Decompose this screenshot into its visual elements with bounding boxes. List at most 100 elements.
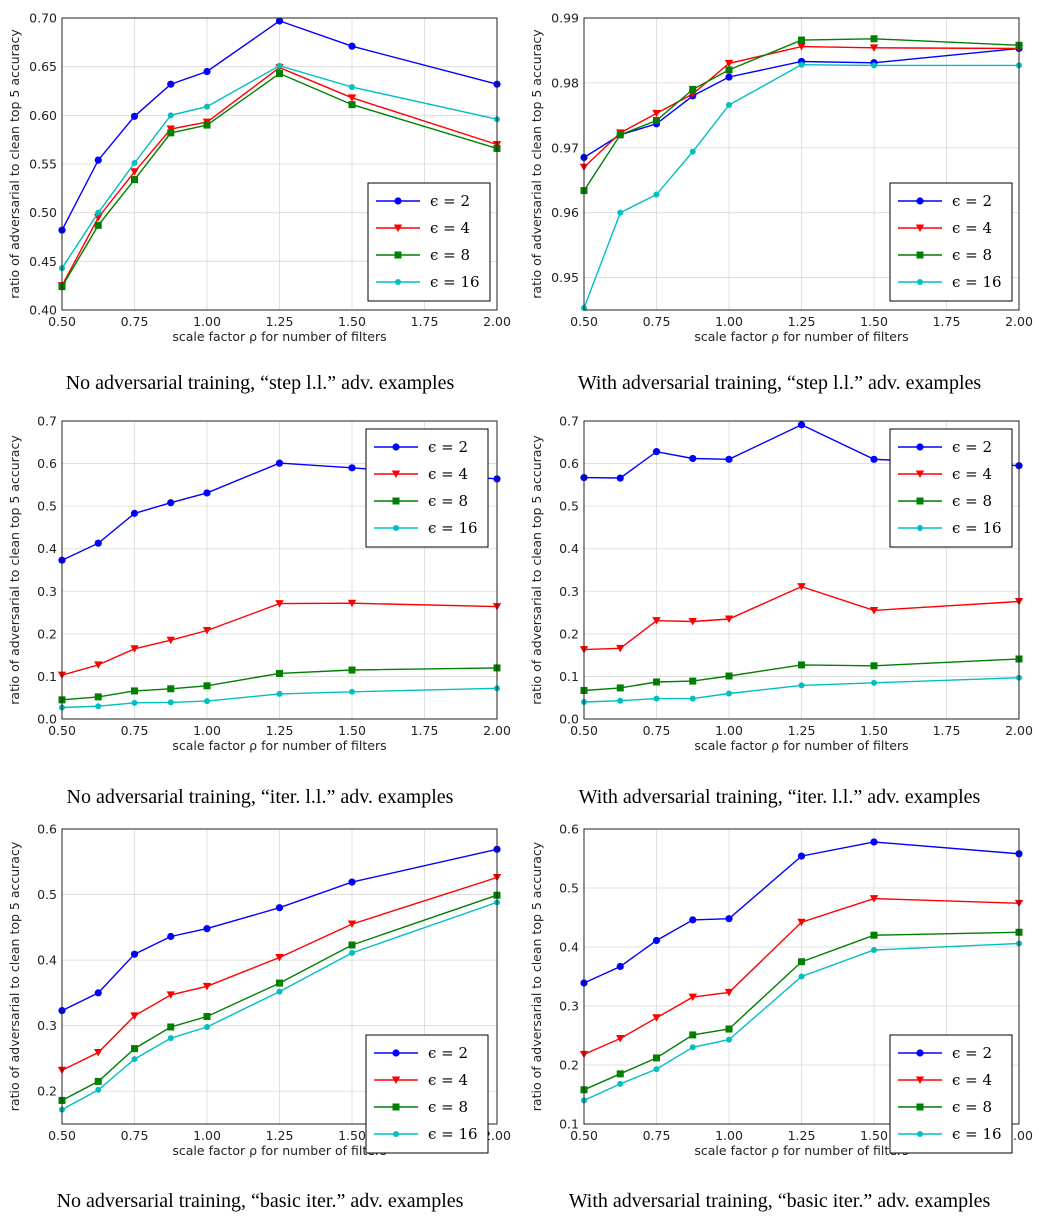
data-point [130,509,139,517]
y-tick-label: 0.5 [559,499,579,514]
series [581,674,1022,705]
legend-label: ϵ = 2 [428,1044,468,1062]
data-point [94,221,102,229]
data-point [394,251,402,259]
y-tick-label: 0.60 [29,108,57,123]
data-point [916,197,924,205]
data-point [869,44,879,52]
series [57,874,502,1075]
y-tick-label: 0.95 [551,270,579,285]
chart-panel: 0.10.20.30.40.50.60.500.751.001.251.501.… [529,822,1033,1159]
data-point [393,224,403,232]
data-point [689,454,697,463]
data-point [725,455,733,463]
data-point [130,112,139,120]
data-point [394,197,402,205]
plot-frame [61,420,498,720]
data-point [275,17,284,25]
y-tick-label: 0.6 [37,822,57,837]
data-point [276,69,283,77]
data-point [348,666,356,674]
series-line [61,876,498,1071]
x-tick-label: 1.25 [266,314,294,329]
data-point [916,443,924,451]
legend: ϵ = 2 ϵ = 4 ϵ = 8 ϵ = 16 [889,1034,1013,1154]
data-point [131,160,138,167]
x-tick-label: 1.50 [338,723,366,738]
y-tick-label: 0.55 [29,157,57,172]
data-point [203,1012,211,1020]
data-point [203,67,211,76]
data-point [167,80,175,88]
y-axis-label: ratio of adversarial to clean top 5 accu… [7,841,22,1111]
y-tick-label: 0.1 [37,669,57,684]
series-line [61,462,498,561]
series-line [61,72,498,287]
series-line [61,687,498,709]
chart-panel: 0.0 0.1 0.2 0.3 0.4 0.5 0.6 0.7 0.50 0.75 1.00 1.25… [529,414,1033,754]
data-point [916,1049,924,1057]
data-point [869,606,879,615]
series [58,459,501,564]
x-tick-label: 1.50 [860,723,888,738]
y-tick-label: 0.4 [37,541,57,556]
data-point [689,1044,696,1051]
data-point [871,679,877,686]
chart-panel: 0.0 0.1 0.2 0.3 0.4 0.5 0.6 0.7 0.50 0.75 1.00 1.25… [7,414,511,754]
x-tick-label: 1.25 [266,723,294,738]
data-point [203,682,211,690]
series-line [61,66,498,287]
x-tick-label: 1.75 [411,723,439,738]
data-point [725,1025,733,1033]
x-tick-label: 1.50 [338,314,366,329]
series [580,421,1023,482]
data-point [652,448,661,456]
series-line [583,38,1020,191]
data-point [166,991,175,999]
x-tick-label: 0.75 [121,314,149,329]
data-point [798,661,805,669]
data-point [725,672,733,680]
data-point [348,42,356,50]
data-point [725,915,733,923]
y-tick-label: 0.99 [551,11,579,26]
data-point [652,617,661,625]
data-point [652,1014,661,1022]
data-point [204,698,210,705]
data-point [616,131,624,139]
data-point [870,931,878,939]
series [59,685,500,711]
x-tick-label: 0.50 [48,723,76,738]
legend-label: ϵ = 2 [430,192,470,210]
data-point [916,1103,924,1111]
data-point [203,121,211,129]
x-tick-label: 0.50 [48,1128,76,1143]
y-tick-label: 0.3 [37,584,57,599]
data-point [167,499,175,507]
x-tick-label: 0.50 [570,1128,598,1143]
y-tick-label: 0.3 [559,999,579,1014]
data-point [275,904,284,912]
legend-label: ϵ = 8 [952,246,992,264]
y-tick-label: 0.98 [551,75,579,90]
x-tick-label: 2.00 [483,723,511,738]
legend-label: ϵ = 4 [952,219,992,237]
data-point [653,678,660,686]
data-point [689,695,696,702]
data-point [131,699,138,706]
data-point [95,703,102,710]
data-point [916,251,924,259]
plot-frame [583,17,1020,311]
series-line [583,931,1020,1091]
data-point [915,470,925,478]
data-point [797,583,806,591]
legend-label: ϵ = 16 [428,519,478,537]
y-tick-label: 0.6 [559,822,579,837]
x-tick-label: 1.00 [715,314,743,329]
legend-label: ϵ = 16 [952,1125,1002,1143]
x-tick-label: 1.00 [193,723,221,738]
data-point [725,73,733,81]
series [579,583,1024,654]
legend-label: ϵ = 4 [428,1071,468,1089]
